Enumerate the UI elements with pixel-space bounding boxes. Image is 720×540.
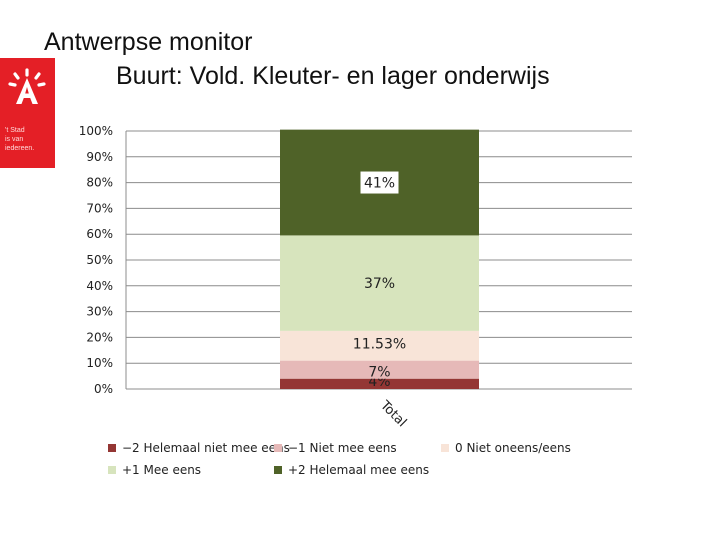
y-tick-label: 70% [86, 201, 113, 215]
legend-label: 0 Niet oneens/eens [455, 441, 571, 455]
bar-segment [280, 360, 479, 379]
legend-swatch [108, 444, 116, 452]
legend-label: +2 Helemaal mee eens [288, 463, 430, 477]
antwerp-a-logo-icon [8, 68, 46, 104]
legend-swatch [108, 466, 116, 474]
legend-swatch [274, 466, 282, 474]
legend-item: −2 Helemaal niet mee eens [108, 441, 290, 455]
legend-item: −1 Niet mee eens [274, 441, 397, 455]
legend-item: +2 Helemaal mee eens [274, 463, 429, 477]
y-tick-label: 100% [79, 124, 113, 138]
antwerp-logo: 't Stad is van iedereen. [0, 58, 55, 168]
y-tick-label: 50% [86, 253, 113, 267]
logo-tagline: 't Stad is van iedereen. [5, 126, 53, 153]
y-tick-label: 10% [86, 356, 113, 370]
legend-swatch [441, 444, 449, 452]
y-tick-label: 30% [86, 305, 113, 319]
data-label-background [360, 171, 399, 194]
y-tick-label: 90% [86, 150, 113, 164]
legend-label: −1 Niet mee eens [288, 441, 397, 455]
data-label: 37% [364, 276, 395, 292]
x-tick-label: Total [376, 398, 409, 431]
title-line-2: Buurt: Vold. Kleuter- en lager onderwijs [116, 62, 550, 90]
title-line-1: Antwerpse monitor [44, 28, 253, 56]
y-tick-label: 40% [86, 279, 113, 293]
bar-segment [280, 330, 479, 361]
logo-tagline-line: 't Stad [5, 127, 25, 134]
logo-tagline-line: is van [5, 136, 24, 143]
data-label: 7% [368, 365, 390, 381]
y-tick-label: 60% [86, 227, 113, 241]
y-tick-label: 0% [94, 382, 113, 396]
legend-label: −2 Helemaal niet mee eens [122, 441, 290, 455]
data-label: 41% [364, 176, 395, 192]
legend-item: +1 Mee eens [108, 463, 201, 477]
logo-tagline-line: iedereen. [5, 145, 35, 152]
data-label: 11.53% [353, 337, 406, 353]
y-tick-label: 20% [86, 330, 113, 344]
legend-swatch [274, 444, 282, 452]
legend-item: 0 Niet oneens/eens [441, 441, 571, 455]
bar-segment [280, 378, 479, 389]
bar-segment [280, 235, 479, 331]
y-tick-label: 80% [86, 176, 113, 190]
legend-label: +1 Mee eens [122, 463, 202, 477]
